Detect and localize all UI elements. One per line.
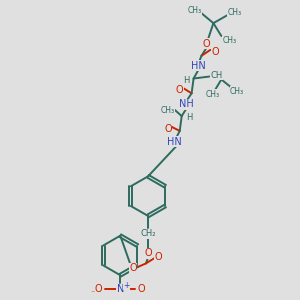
Text: O: O bbox=[176, 85, 184, 95]
Text: O: O bbox=[95, 284, 102, 294]
Text: O: O bbox=[144, 248, 152, 259]
Text: N: N bbox=[117, 284, 124, 294]
Text: O: O bbox=[154, 252, 162, 262]
Text: CH₃: CH₃ bbox=[230, 87, 244, 96]
Text: HN: HN bbox=[191, 61, 206, 70]
Text: H: H bbox=[184, 76, 190, 85]
Text: H: H bbox=[186, 112, 193, 122]
Text: CH₃: CH₃ bbox=[161, 106, 175, 115]
Text: O: O bbox=[129, 263, 137, 273]
Text: O: O bbox=[203, 39, 210, 49]
Text: CH₃: CH₃ bbox=[227, 8, 241, 17]
Text: CH₃: CH₃ bbox=[222, 36, 236, 45]
Text: ⁻: ⁻ bbox=[90, 289, 95, 298]
Text: CH₃: CH₃ bbox=[188, 6, 202, 15]
Text: CH₂: CH₂ bbox=[140, 229, 156, 238]
Text: CH: CH bbox=[210, 71, 223, 80]
Text: +: + bbox=[123, 280, 129, 290]
Text: O: O bbox=[164, 124, 172, 134]
Text: HN: HN bbox=[167, 137, 182, 147]
Text: O: O bbox=[212, 47, 219, 57]
Text: CH₃: CH₃ bbox=[206, 90, 220, 99]
Text: O: O bbox=[137, 284, 145, 294]
Text: NH: NH bbox=[179, 99, 194, 109]
